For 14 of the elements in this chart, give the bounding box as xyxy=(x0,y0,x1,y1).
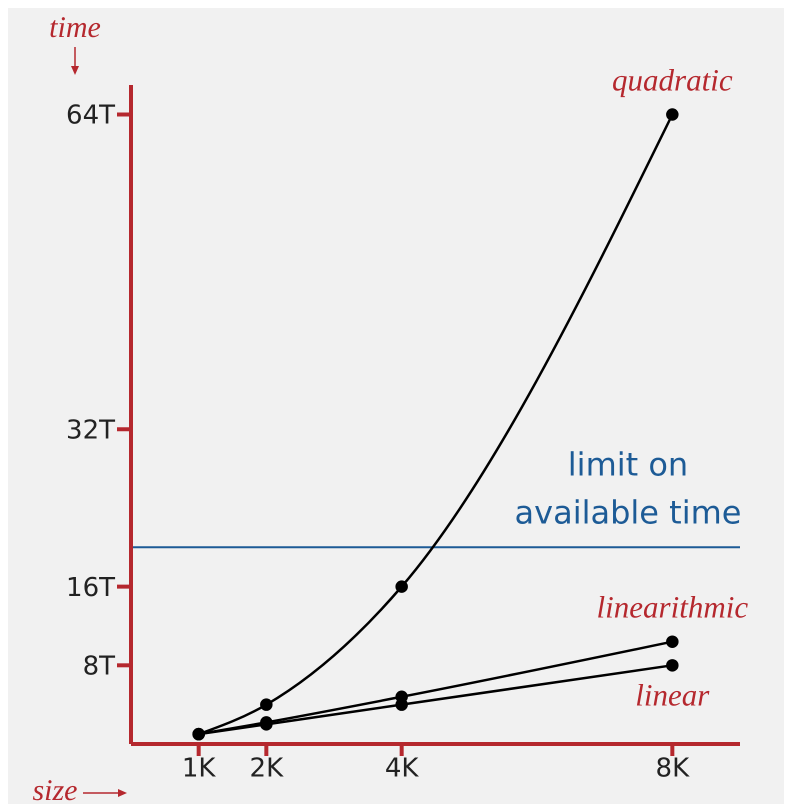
y-axis-title: time xyxy=(49,11,101,44)
ref-line-label: limit on available time xyxy=(514,445,742,532)
x-axis-title: size xyxy=(32,774,78,807)
y-tick-label: 64T xyxy=(66,100,116,131)
series-label: linearithmic xyxy=(596,590,748,625)
y-tick-label: 16T xyxy=(66,572,116,603)
y-tick-label: 32T xyxy=(66,415,116,446)
x-tick-label: 8K xyxy=(656,753,690,784)
x-tick-label: 1K xyxy=(182,753,216,784)
series-label: quadratic xyxy=(612,62,733,98)
x-tick-label: 2K xyxy=(250,753,284,784)
series-label: linear xyxy=(635,677,710,712)
x-tick-label: 4K xyxy=(384,753,420,784)
y-tick-label: 8T xyxy=(82,652,116,682)
